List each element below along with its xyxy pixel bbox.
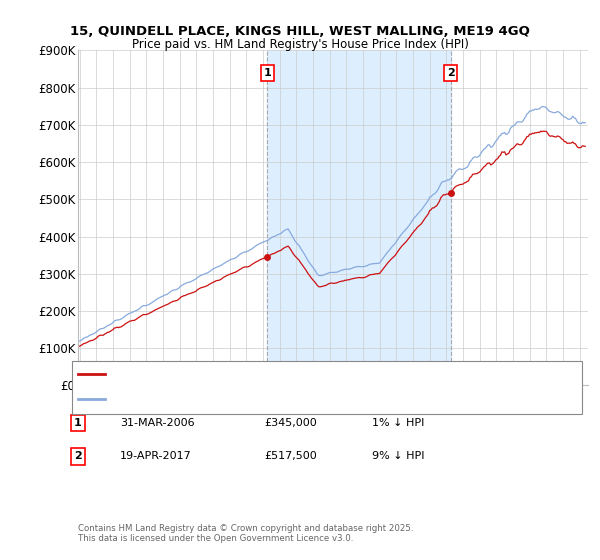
Bar (266, 50, 451, 385)
Text: HPI: Average price, detached house, Tonbridge and Malling: HPI: Average price, detached house, Tonb… (111, 394, 419, 404)
Text: £345,000: £345,000 (264, 418, 317, 428)
Text: £517,500: £517,500 (264, 451, 317, 461)
Text: 2: 2 (446, 68, 454, 78)
Text: 9% ↓ HPI: 9% ↓ HPI (372, 451, 425, 461)
Text: 1% ↓ HPI: 1% ↓ HPI (372, 418, 424, 428)
Text: Contains HM Land Registry data © Crown copyright and database right 2025.
This d: Contains HM Land Registry data © Crown c… (78, 524, 413, 543)
Text: 15, QUINDELL PLACE, KINGS HILL, WEST MALLING, ME19 4GQ (detached house): 15, QUINDELL PLACE, KINGS HILL, WEST MAL… (111, 368, 526, 379)
Text: 1: 1 (263, 68, 271, 78)
Text: Price paid vs. HM Land Registry's House Price Index (HPI): Price paid vs. HM Land Registry's House … (131, 38, 469, 50)
Text: 2: 2 (74, 451, 82, 461)
Text: 15, QUINDELL PLACE, KINGS HILL, WEST MALLING, ME19 4GQ: 15, QUINDELL PLACE, KINGS HILL, WEST MAL… (70, 25, 530, 38)
Text: 31-MAR-2006: 31-MAR-2006 (120, 418, 194, 428)
Text: 1: 1 (74, 418, 82, 428)
Text: 19-APR-2017: 19-APR-2017 (120, 451, 192, 461)
